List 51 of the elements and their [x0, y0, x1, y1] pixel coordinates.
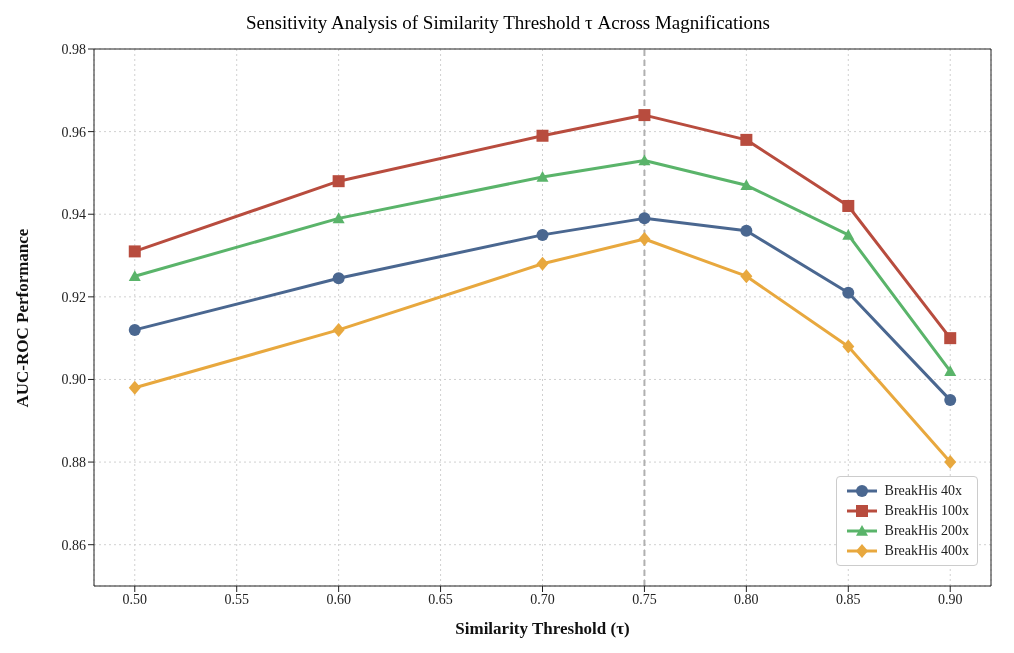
point	[842, 199, 855, 212]
point	[536, 228, 549, 241]
point	[128, 380, 141, 395]
point	[128, 270, 141, 281]
point	[944, 365, 957, 376]
y-tick-label: 0.94	[61, 207, 86, 223]
point	[128, 323, 141, 336]
x-tick-label: 0.90	[937, 591, 963, 607]
legend-label: BreakHis 400x	[884, 542, 969, 560]
y-tick-label: 0.90	[61, 372, 86, 388]
legend-label: BreakHis 100x	[884, 502, 969, 520]
x-tick-label: 0.50	[122, 591, 148, 607]
point	[536, 171, 549, 182]
point	[332, 322, 345, 337]
point	[638, 232, 651, 247]
point	[842, 228, 855, 240]
point	[944, 332, 957, 345]
point	[740, 133, 753, 146]
point	[638, 154, 651, 166]
point	[128, 245, 141, 258]
y-tick-label: 0.86	[61, 537, 86, 553]
point	[536, 256, 549, 271]
x-tick-label: 0.80	[734, 591, 759, 607]
x-tick-label: 0.75	[632, 591, 657, 607]
y-axis-title: AUC-ROC Performance	[13, 228, 33, 408]
x-tick-label: 0.55	[224, 591, 249, 607]
point	[332, 272, 345, 285]
x-tick-label: 0.65	[428, 591, 453, 607]
x-tick-label: 0.60	[326, 591, 351, 607]
x-axis-title: Similarity Threshold (τ)	[455, 619, 630, 638]
point	[740, 269, 753, 284]
y-tick-label: 0.96	[61, 124, 86, 140]
point	[740, 179, 753, 191]
legend-label: BreakHis 200x	[884, 522, 969, 540]
point	[944, 394, 957, 407]
y-tick-label: 0.88	[61, 455, 86, 471]
point	[638, 212, 651, 225]
point	[842, 286, 855, 299]
point	[638, 109, 651, 122]
point	[332, 212, 345, 224]
point	[740, 224, 753, 237]
point	[842, 339, 855, 354]
x-tick-label: 0.85	[836, 591, 861, 607]
point	[536, 129, 549, 142]
chart-title: Sensitivity Analysis of Similarity Threshold τ Across Magnifications	[245, 11, 771, 35]
y-tick-label: 0.98	[61, 41, 86, 57]
point	[332, 175, 345, 188]
y-tick-label: 0.92	[61, 289, 86, 305]
x-tick-label: 0.70	[530, 591, 555, 607]
point	[944, 455, 957, 470]
legend-label: BreakHis 40x	[884, 482, 962, 500]
